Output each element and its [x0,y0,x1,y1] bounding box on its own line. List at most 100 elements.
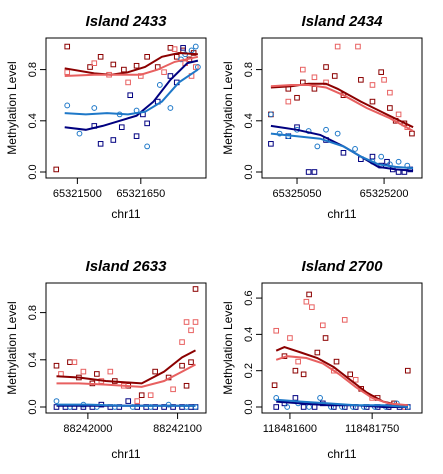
data-point [333,358,340,365]
data-point [183,404,190,410]
panel-2: Island 2434 65325050 65325200 0.0 0.4 0.8 chr1… [221,13,423,221]
x-tick-label: 88242100 [153,423,202,435]
data-point [381,77,387,83]
data-point [76,130,83,137]
x-axis-label: chr11 [111,207,140,221]
data-point [134,398,141,404]
data-point [80,368,87,375]
smooth-line-light-blue [64,68,199,116]
data-point [161,404,167,410]
y-tick-label: 0.0 [243,399,255,414]
data-point [331,73,338,79]
data-point [284,404,291,410]
data-point [53,166,60,173]
smooth-line-light-blue [276,398,408,408]
data-point [64,43,71,50]
y-tick-label: 0.2 [243,363,255,378]
data-point [192,286,199,292]
data-point [152,368,158,375]
data-point [369,153,376,160]
data-point [138,392,145,398]
y-tick-label: 0.4 [27,352,39,367]
data-point [268,111,274,118]
smooth-line-light-red [56,363,196,388]
data-point [294,94,300,101]
data-point [314,143,321,150]
x-tick-label: 65325200 [360,188,409,200]
x-axis-label: chr11 [111,447,140,461]
data-point [409,130,415,137]
data-point [352,376,359,383]
y-tick-label: 0.0 [27,399,39,414]
x-axis-label: chr11 [327,207,356,221]
data-point [322,335,329,341]
data-point [309,304,315,310]
y-tick-label: 0.6 [243,290,255,305]
data-point [165,401,172,408]
data-point [188,327,194,334]
data-point [91,105,98,111]
plot-frame [45,282,207,414]
data-point [147,392,154,398]
data-point [192,64,199,70]
data-point [147,404,154,410]
data-point [121,66,127,73]
data-point [292,367,299,374]
smooth-line-light-red [275,355,408,407]
data-point [144,143,151,150]
data-point [341,317,348,323]
panels: Island 2433 65321500 65321650 0.0 0.4 0.8 chr1… [5,13,423,461]
data-point [97,141,104,147]
data-point [53,404,60,410]
data-point [156,82,163,88]
data-point [300,66,306,73]
data-point [347,371,354,378]
y-tick-label: 0.4 [243,113,255,128]
data-point [125,79,131,86]
panel-4: Island 2700 118481600 118481750 0.0 0.2 0.4 0.… [221,258,423,461]
smooth-line-dark-blue [64,59,199,131]
data-point [395,111,402,118]
data-point [387,89,393,96]
data-point [287,335,293,341]
data-point [133,62,140,69]
smooth-line-dark-red [64,51,198,76]
data-point [273,404,280,410]
plot-frame [261,282,423,414]
smooth-line-light-blue [56,403,196,407]
data-point [355,43,361,50]
data-point [192,319,199,325]
data-point [323,126,329,133]
data-point [144,120,150,127]
x-tick-label: 88242000 [63,423,112,435]
data-point [323,64,329,70]
data-point [71,359,78,365]
y-axis-label: Methylation Level [5,61,19,154]
data-point [183,319,190,325]
smooth-line-light-red [270,84,414,132]
data-point [352,146,358,152]
data-point [64,69,71,75]
data-point [125,398,132,404]
data-point [311,86,318,92]
smooth-line-light-red [64,55,199,77]
x-tick-label: 118481600 [263,423,317,435]
data-point [179,339,185,345]
data-point [300,404,307,410]
data-point [180,45,186,51]
x-axis-label: chr11 [327,447,356,461]
data-point [369,98,376,105]
data-point [53,362,60,369]
data-point [305,169,312,175]
data-point [94,371,100,377]
x-tick-label: 65321500 [53,188,102,200]
y-tick-label: 0.8 [27,62,39,77]
data-point [273,327,280,334]
data-point [317,395,323,401]
data-point [404,367,411,374]
y-tick-label: 0.0 [27,164,39,179]
y-axis-label: Methylation Level [221,61,235,154]
data-point [271,382,278,389]
data-point [167,105,174,111]
